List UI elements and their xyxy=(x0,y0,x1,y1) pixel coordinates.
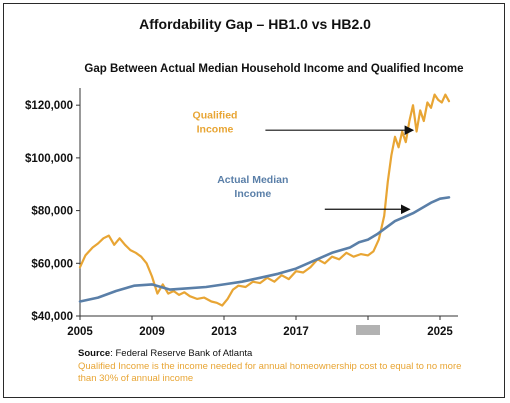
qualified-income-annotation-text: Income xyxy=(197,123,234,135)
chart-frame xyxy=(3,3,505,398)
y-tick-label: $100,000 xyxy=(25,153,73,165)
chart-subtitle: Gap Between Actual Median Household Inco… xyxy=(84,63,464,75)
x-tick-label: 2009 xyxy=(139,326,165,338)
chart-title: Affordability Gap – HB1.0 vs HB2.0 xyxy=(139,16,371,32)
qualified-income-line xyxy=(78,93,451,307)
chart-series xyxy=(78,93,451,307)
qualified-income-annotation-text: Qualified xyxy=(193,109,238,121)
actual-income-annotation-text: Income xyxy=(234,188,271,200)
actual-income-line xyxy=(78,196,451,303)
chart-annotations: Qualified Income Actual Median Income xyxy=(193,109,415,215)
obscured-tick-label xyxy=(356,325,380,335)
chart-axes: $40,000 $60,000 $80,000 $100,000 $120,000 200… xyxy=(25,88,458,338)
x-tick-label: 2005 xyxy=(67,326,93,338)
x-tick-label: 2025 xyxy=(427,326,453,338)
footnote: Qualified Income is the income needed fo… xyxy=(78,361,462,384)
source-label: Source xyxy=(78,348,111,359)
actual-income-annotation-text: Actual Median xyxy=(217,174,288,186)
x-tick-label: 2017 xyxy=(283,326,309,338)
y-tick-label: $80,000 xyxy=(31,206,73,218)
y-tick-label: $40,000 xyxy=(31,311,73,323)
y-tick-label: $60,000 xyxy=(31,258,73,270)
source-text: : Federal Reserve Bank of Atlanta xyxy=(110,348,253,359)
y-tick-label: $120,000 xyxy=(25,100,73,112)
source-line: Source: Federal Reserve Bank of Atlanta xyxy=(78,348,252,359)
x-tick-label: 2013 xyxy=(211,326,237,338)
